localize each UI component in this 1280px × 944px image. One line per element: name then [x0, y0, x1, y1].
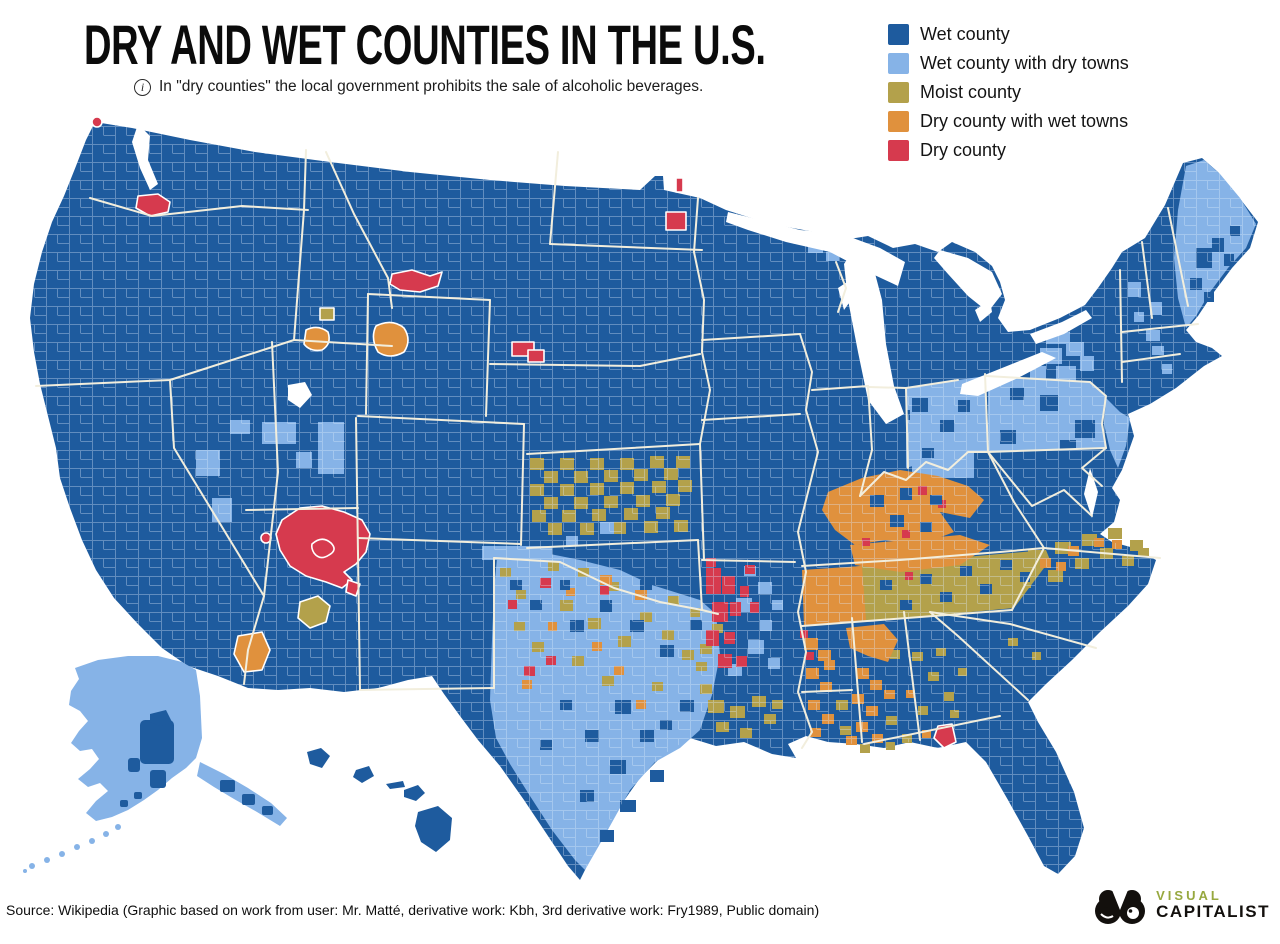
dry-blob-navajo-nation: [275, 505, 371, 589]
lake-erie: [960, 352, 1056, 396]
lake-ontario: [1030, 310, 1092, 344]
binoculars-logo-icon: [1095, 890, 1146, 924]
legend-item-dry: Dry county: [888, 139, 1129, 161]
saginaw-bay: [975, 300, 992, 322]
legend-swatch-dry: [888, 139, 909, 161]
water-bodies: [132, 124, 1098, 518]
legend-item-moist: Moist county: [888, 81, 1129, 103]
logo-capitalist: CAPITALIST: [1156, 901, 1270, 921]
aleutian-islands: [23, 824, 121, 873]
info-icon: i: [134, 78, 151, 96]
legend-swatch-wet: [888, 23, 909, 45]
legend-label-wet: Wet county: [920, 23, 1010, 44]
legend-label-dry: Dry county: [920, 139, 1007, 160]
map-alaska: [23, 656, 287, 873]
dry-county-florida-panhandle: [933, 723, 957, 749]
lake-huron: [934, 250, 1002, 312]
hopi-enclave-outline: [310, 538, 335, 559]
subtitle-text: In "dry counties" the local government p…: [159, 78, 704, 95]
logo-wordmark: VISUAL CAPITALIST: [1156, 889, 1270, 920]
dry-sliver-minnesota-border: [675, 177, 684, 193]
dry-blob-central-washington: [135, 193, 171, 217]
logo-visual: VISUAL: [1156, 888, 1222, 904]
logo-notch: [1112, 890, 1129, 910]
chesapeake-bay: [1084, 468, 1098, 518]
dry-county-minnesota: [665, 211, 687, 231]
legend-swatch-dry_wet_towns: [888, 110, 909, 132]
lake-michigan: [844, 252, 904, 424]
legend-item-wet: Wet county: [888, 23, 1129, 45]
legend-label-dry_wet_towns: Dry county with wet towns: [920, 110, 1129, 131]
header: DRY AND WET COUNTIES IN THE U.S.: [84, 13, 844, 76]
moist-patch-idaho-wyoming: [319, 307, 335, 321]
legend-swatch-wet_dry_towns: [888, 52, 909, 74]
puget-sound: [132, 124, 158, 190]
orange-blob-central-wyoming: [372, 321, 409, 357]
moist-blob-central-arizona: [297, 595, 331, 629]
source-attribution: Source: Wikipedia (Graphic based on work…: [6, 902, 820, 918]
subtitle: i In "dry counties" the local government…: [134, 78, 703, 96]
highlight-blobs: [91, 116, 957, 749]
legend: Wet county Wet county with dry towns Moist…: [888, 23, 1129, 161]
legend-label-moist: Moist county: [920, 81, 1022, 102]
state-borders: [35, 149, 1199, 749]
orange-blob-west-wyoming: [303, 326, 330, 352]
legend-item-wet_dry_towns: Wet county with dry towns: [888, 52, 1129, 74]
visual-capitalist-logo: VISUAL CAPITALIST: [1091, 884, 1270, 926]
legend-swatch-moist: [888, 81, 909, 103]
page-title: DRY AND WET COUNTIES IN THE U.S.: [84, 13, 766, 76]
orange-blob-southern-arizona: [233, 631, 271, 673]
dry-blob-montana-wyoming: [389, 269, 443, 293]
legend-label-wet_dry_towns: Wet county with dry towns: [920, 52, 1129, 73]
legend-item-dry_wet_towns: Dry county with wet towns: [888, 110, 1129, 132]
dry-dot-northwest-washington: [91, 116, 103, 128]
great-salt-lake: [288, 382, 312, 408]
map-hawaii: [307, 748, 452, 852]
